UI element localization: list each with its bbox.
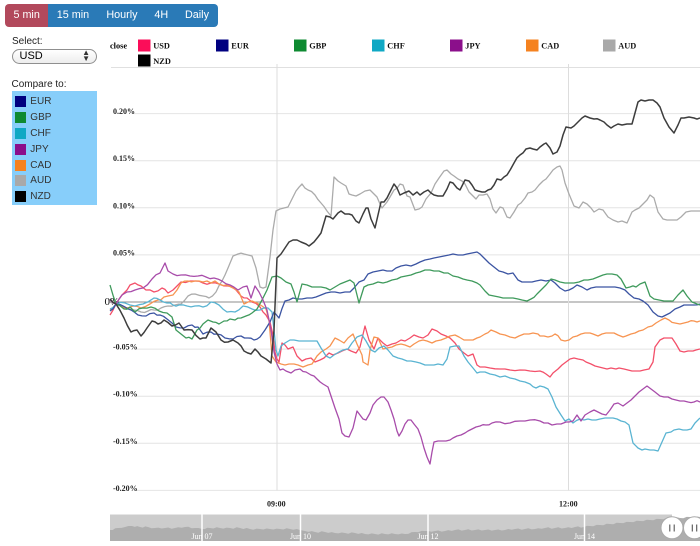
svg-text:JPY: JPY	[465, 42, 480, 51]
svg-text:-0.05%: -0.05%	[113, 343, 138, 352]
svg-text:USD: USD	[153, 42, 170, 51]
svg-text:CHF: CHF	[387, 42, 405, 51]
svg-text:close: close	[110, 42, 127, 51]
svg-text:0.05%: 0.05%	[113, 248, 135, 257]
svg-text:0.15%: 0.15%	[113, 154, 135, 163]
svg-text:NZD: NZD	[153, 57, 171, 66]
svg-text:Jun 12: Jun 12	[417, 532, 438, 541]
svg-text:-0.10%: -0.10%	[113, 390, 138, 399]
svg-text:0.10%: 0.10%	[113, 201, 135, 210]
svg-text:Jun 10: Jun 10	[290, 532, 311, 541]
svg-text:CAD: CAD	[541, 42, 559, 51]
svg-text:AUD: AUD	[618, 42, 636, 51]
svg-text:Jun 07: Jun 07	[191, 532, 212, 541]
svg-text:Jun 14: Jun 14	[574, 532, 595, 541]
svg-text:12:00: 12:00	[559, 499, 578, 508]
svg-text:-0.15%: -0.15%	[113, 437, 138, 446]
svg-text:-0.20%: -0.20%	[113, 484, 138, 493]
svg-text:09:00: 09:00	[267, 499, 286, 508]
svg-text:EUR: EUR	[231, 42, 250, 51]
svg-text:0.20%: 0.20%	[113, 107, 135, 116]
svg-text:GBP: GBP	[309, 42, 326, 51]
